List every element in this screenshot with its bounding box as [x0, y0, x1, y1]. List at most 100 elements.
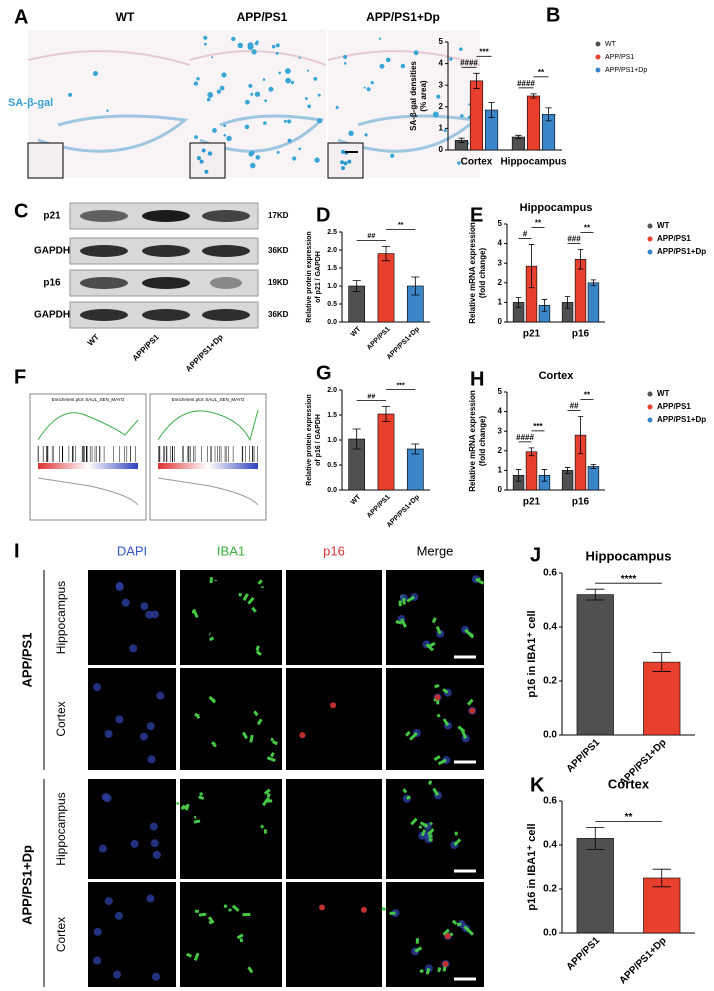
nucleus	[113, 970, 122, 979]
gsea-plot	[149, 393, 267, 521]
error-bar	[515, 469, 522, 482]
stain-dot	[203, 35, 208, 40]
panel-letter: F	[14, 366, 26, 388]
error-bar	[564, 467, 571, 474]
band	[202, 210, 250, 222]
bar	[525, 451, 538, 491]
nucleus	[115, 715, 124, 724]
stain-dot	[271, 44, 276, 49]
band	[80, 245, 128, 257]
microglia	[402, 788, 411, 801]
microglia	[260, 824, 268, 834]
nucleus	[104, 729, 113, 738]
stain-dot	[231, 36, 236, 42]
error-bar	[515, 134, 522, 140]
stain-dot	[254, 41, 259, 46]
stain-dot	[457, 161, 461, 165]
microglia	[257, 579, 265, 588]
microglia	[194, 712, 201, 719]
legend-marker	[595, 41, 601, 47]
stain-dot	[298, 147, 301, 151]
error-bar	[381, 406, 391, 422]
lane-label: APP/PS1+Dp	[184, 332, 225, 373]
stain-dot	[262, 78, 266, 81]
bar	[643, 661, 681, 736]
significance-label: **	[625, 812, 633, 823]
error-bar	[652, 652, 671, 672]
microglia	[241, 731, 254, 743]
microglia	[475, 577, 485, 585]
legend-marker	[647, 236, 653, 242]
chart-title: Hippocampus	[520, 202, 593, 214]
y-tick-label: 4	[498, 407, 503, 416]
row-label: Hippocampus	[54, 581, 68, 654]
stain-dot	[287, 119, 292, 124]
stain-dot	[343, 55, 348, 59]
error-bar	[577, 249, 584, 270]
legend-marker	[595, 54, 601, 60]
microglia	[433, 755, 447, 766]
y-tick-label: 0.0	[327, 319, 337, 326]
stain-dot	[276, 150, 280, 154]
nucleus	[151, 972, 160, 981]
stain-dot	[193, 81, 199, 86]
error-bar	[458, 137, 465, 143]
stain-dot	[221, 72, 227, 78]
panel-letter: K	[530, 774, 545, 796]
stain-dot	[211, 56, 214, 59]
y-tick-label: 2	[498, 446, 503, 455]
microglia	[253, 710, 263, 726]
microglia	[198, 792, 205, 800]
stain-dot	[204, 42, 207, 46]
significance-label: ##	[570, 402, 579, 411]
stain-dot	[251, 49, 257, 55]
blot-label: GAPDH	[34, 310, 70, 321]
microglia	[194, 909, 207, 917]
error-bar	[473, 72, 480, 89]
y-tick-label: 2	[498, 278, 503, 287]
significance-label: ####	[516, 433, 534, 442]
significance-label: ##	[367, 393, 375, 400]
stain-dot	[223, 134, 227, 137]
nucleus	[115, 582, 124, 591]
row-label: Cortex	[54, 917, 68, 952]
significance-label: **	[584, 224, 591, 233]
error-bar	[515, 297, 522, 308]
channel-label: DAPI	[117, 543, 147, 558]
panel-letter: D	[316, 204, 330, 226]
significance-label: ***	[533, 422, 543, 431]
y-tick-label: 2.5	[327, 229, 337, 236]
microglia	[398, 597, 406, 607]
nucleus	[129, 644, 138, 653]
y-tick-label: 0.0	[327, 487, 337, 494]
y-axis-label: p16 in IBA1⁺ cell	[526, 610, 538, 697]
stain-dot	[244, 124, 250, 130]
error-bar	[545, 107, 552, 122]
microglia	[238, 592, 249, 602]
panel-letter: C	[14, 200, 28, 222]
stain-dot	[263, 121, 267, 125]
stain-dot	[249, 162, 256, 169]
y-axis-label: (fold change)	[478, 248, 487, 299]
y-tick-label: 5	[498, 219, 503, 228]
bar	[377, 413, 395, 491]
hippocampus	[37, 114, 189, 153]
stain-dot	[370, 80, 374, 85]
nucleus	[156, 691, 165, 700]
gsea-title: Enrichment plot: SAUL_SEN_MAYO	[172, 397, 245, 402]
x-tick-label: p16	[572, 329, 590, 340]
x-tick-label: APP/PS1	[366, 494, 392, 520]
stain-dot	[340, 160, 345, 165]
band	[142, 277, 190, 289]
stain-dot	[275, 51, 279, 55]
stain-dot	[363, 86, 366, 89]
inset	[27, 142, 64, 179]
stain-dot	[216, 89, 221, 94]
stain-dot	[290, 80, 295, 85]
microglia	[410, 817, 429, 828]
nucleus	[145, 610, 154, 619]
stain-dot	[366, 87, 371, 92]
microglia	[453, 831, 462, 847]
band	[210, 277, 242, 289]
nucleus	[114, 911, 123, 920]
